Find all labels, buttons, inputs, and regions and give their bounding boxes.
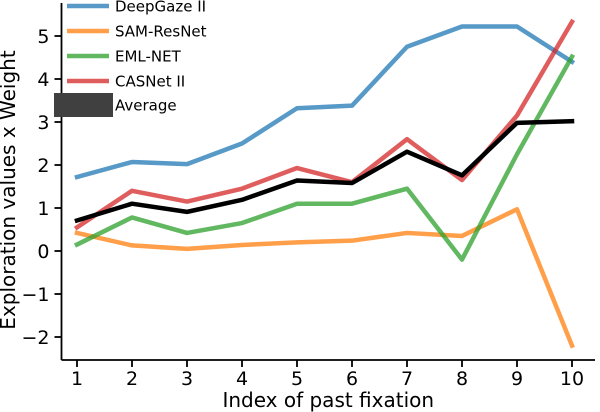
y-tick-label: 0 <box>37 241 49 263</box>
x-tick-label: 1 <box>71 368 83 390</box>
series-line-sam-resnet <box>74 207 575 349</box>
legend-label-deepgaze-ii: DeepGaze II <box>115 0 206 16</box>
y-tick-label: −2 <box>21 327 49 349</box>
y-tick-label: 2 <box>37 155 49 177</box>
x-tick-label: 3 <box>181 368 193 390</box>
y-tick-label: 4 <box>37 69 49 91</box>
y-tick-label: 1 <box>37 198 49 220</box>
x-tick-label: 7 <box>401 368 413 390</box>
legend-label-eml-net: EML-NET <box>115 48 182 66</box>
y-axis-label: Exploration values x Weight <box>0 50 20 330</box>
x-tick-label: 4 <box>236 368 248 390</box>
y-tick-label: 5 <box>37 26 49 48</box>
y-tick-label: 3 <box>37 112 49 134</box>
x-tick-label: 2 <box>126 368 138 390</box>
legend-label-sam-resnet: SAM-ResNet <box>115 23 207 41</box>
x-tick-label: 8 <box>456 368 468 390</box>
x-tick-label: 9 <box>511 368 523 390</box>
x-tick-label: 10 <box>560 368 584 390</box>
x-tick-label: 6 <box>346 368 358 390</box>
series-line-average <box>74 118 575 224</box>
series-line-deepgaze-ii <box>74 24 576 180</box>
legend-label-average: Average <box>115 97 177 115</box>
series-line-eml-net <box>73 53 576 262</box>
legend-swatch-patch-average <box>54 93 113 117</box>
x-axis-label: Index of past fixation <box>222 388 434 412</box>
legend-label-casnet-ii: CASNet II <box>115 73 185 91</box>
x-tick-label: 5 <box>291 368 303 390</box>
y-tick-label: −1 <box>21 284 49 306</box>
